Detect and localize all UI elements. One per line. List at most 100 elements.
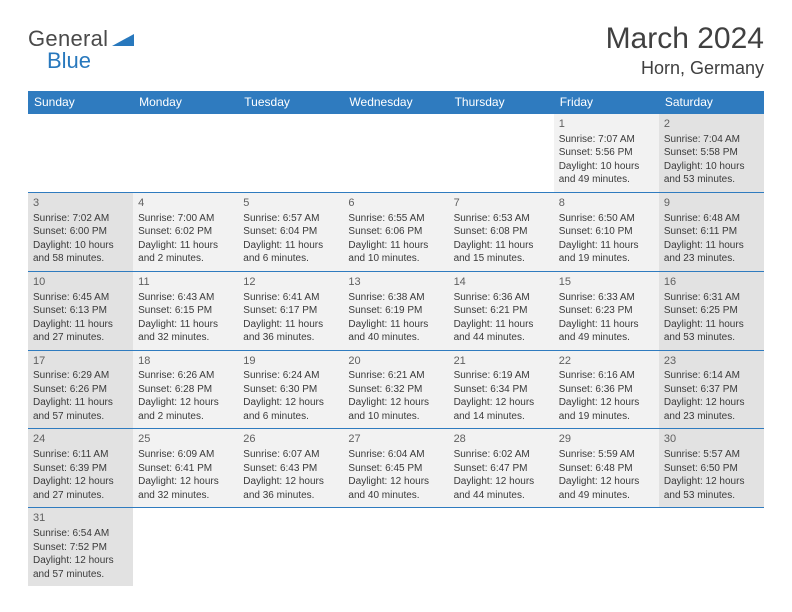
sunrise-text: Sunrise: 6:38 AM bbox=[348, 291, 443, 305]
daylight-text: and 49 minutes. bbox=[559, 331, 654, 345]
daylight-text: and 15 minutes. bbox=[454, 252, 549, 266]
daylight-text: and 40 minutes. bbox=[348, 489, 443, 503]
sunrise-text: Sunrise: 7:04 AM bbox=[664, 133, 759, 147]
daylight-text: and 36 minutes. bbox=[243, 331, 338, 345]
calendar-week-row: 17Sunrise: 6:29 AMSunset: 6:26 PMDayligh… bbox=[28, 350, 764, 429]
weekday-header: Saturday bbox=[659, 91, 764, 114]
sunset-text: Sunset: 6:02 PM bbox=[138, 225, 233, 239]
calendar-day-cell: 22Sunrise: 6:16 AMSunset: 6:36 PMDayligh… bbox=[554, 350, 659, 429]
sunset-text: Sunset: 6:13 PM bbox=[33, 304, 128, 318]
daylight-text: Daylight: 11 hours bbox=[454, 318, 549, 332]
calendar-week-row: 24Sunrise: 6:11 AMSunset: 6:39 PMDayligh… bbox=[28, 429, 764, 508]
calendar-day-cell: 1Sunrise: 7:07 AMSunset: 5:56 PMDaylight… bbox=[554, 114, 659, 192]
day-number: 31 bbox=[33, 511, 128, 526]
daylight-text: and 53 minutes. bbox=[664, 331, 759, 345]
sunrise-text: Sunrise: 6:07 AM bbox=[243, 448, 338, 462]
sunrise-text: Sunrise: 6:55 AM bbox=[348, 212, 443, 226]
sunset-text: Sunset: 6:39 PM bbox=[33, 462, 128, 476]
calendar-day-cell: 11Sunrise: 6:43 AMSunset: 6:15 PMDayligh… bbox=[133, 271, 238, 350]
daylight-text: Daylight: 12 hours bbox=[559, 396, 654, 410]
sunset-text: Sunset: 6:10 PM bbox=[559, 225, 654, 239]
day-number: 22 bbox=[559, 354, 654, 369]
calendar-day-cell bbox=[343, 508, 448, 586]
title-block: March 2024 Horn, Germany bbox=[606, 22, 764, 79]
daylight-text: Daylight: 10 hours bbox=[664, 160, 759, 174]
calendar-day-cell: 24Sunrise: 6:11 AMSunset: 6:39 PMDayligh… bbox=[28, 429, 133, 508]
daylight-text: and 2 minutes. bbox=[138, 252, 233, 266]
sunset-text: Sunset: 6:36 PM bbox=[559, 383, 654, 397]
daylight-text: Daylight: 11 hours bbox=[138, 318, 233, 332]
calendar-day-cell: 26Sunrise: 6:07 AMSunset: 6:43 PMDayligh… bbox=[238, 429, 343, 508]
calendar-day-cell: 8Sunrise: 6:50 AMSunset: 6:10 PMDaylight… bbox=[554, 192, 659, 271]
sunset-text: Sunset: 6:34 PM bbox=[454, 383, 549, 397]
daylight-text: Daylight: 10 hours bbox=[559, 160, 654, 174]
calendar-day-cell bbox=[449, 508, 554, 586]
day-number: 4 bbox=[138, 196, 233, 211]
calendar-day-cell: 25Sunrise: 6:09 AMSunset: 6:41 PMDayligh… bbox=[133, 429, 238, 508]
daylight-text: Daylight: 11 hours bbox=[559, 318, 654, 332]
logo-blue-wrap: Blue bbox=[47, 48, 91, 74]
daylight-text: Daylight: 11 hours bbox=[664, 239, 759, 253]
calendar-day-cell bbox=[238, 114, 343, 192]
daylight-text: Daylight: 12 hours bbox=[664, 475, 759, 489]
day-number: 1 bbox=[559, 117, 654, 132]
calendar-day-cell bbox=[28, 114, 133, 192]
sunset-text: Sunset: 6:50 PM bbox=[664, 462, 759, 476]
calendar-day-cell: 27Sunrise: 6:04 AMSunset: 6:45 PMDayligh… bbox=[343, 429, 448, 508]
calendar-day-cell: 23Sunrise: 6:14 AMSunset: 6:37 PMDayligh… bbox=[659, 350, 764, 429]
calendar-week-row: 3Sunrise: 7:02 AMSunset: 6:00 PMDaylight… bbox=[28, 192, 764, 271]
daylight-text: Daylight: 11 hours bbox=[559, 239, 654, 253]
sunrise-text: Sunrise: 6:26 AM bbox=[138, 369, 233, 383]
sunrise-text: Sunrise: 6:45 AM bbox=[33, 291, 128, 305]
daylight-text: and 19 minutes. bbox=[559, 410, 654, 424]
daylight-text: and 14 minutes. bbox=[454, 410, 549, 424]
sunrise-text: Sunrise: 5:59 AM bbox=[559, 448, 654, 462]
sunrise-text: Sunrise: 6:50 AM bbox=[559, 212, 654, 226]
calendar-day-cell: 3Sunrise: 7:02 AMSunset: 6:00 PMDaylight… bbox=[28, 192, 133, 271]
day-number: 11 bbox=[138, 275, 233, 290]
calendar-day-cell: 28Sunrise: 6:02 AMSunset: 6:47 PMDayligh… bbox=[449, 429, 554, 508]
sunrise-text: Sunrise: 5:57 AM bbox=[664, 448, 759, 462]
daylight-text: Daylight: 11 hours bbox=[138, 239, 233, 253]
daylight-text: Daylight: 11 hours bbox=[348, 318, 443, 332]
daylight-text: and 2 minutes. bbox=[138, 410, 233, 424]
day-number: 20 bbox=[348, 354, 443, 369]
page-header: General March 2024 Horn, Germany bbox=[28, 22, 764, 79]
calendar-day-cell: 14Sunrise: 6:36 AMSunset: 6:21 PMDayligh… bbox=[449, 271, 554, 350]
calendar-day-cell: 15Sunrise: 6:33 AMSunset: 6:23 PMDayligh… bbox=[554, 271, 659, 350]
daylight-text: Daylight: 12 hours bbox=[664, 396, 759, 410]
daylight-text: Daylight: 12 hours bbox=[243, 396, 338, 410]
calendar-day-cell: 21Sunrise: 6:19 AMSunset: 6:34 PMDayligh… bbox=[449, 350, 554, 429]
day-number: 29 bbox=[559, 432, 654, 447]
calendar-table: Sunday Monday Tuesday Wednesday Thursday… bbox=[28, 91, 764, 586]
sunrise-text: Sunrise: 6:31 AM bbox=[664, 291, 759, 305]
daylight-text: Daylight: 11 hours bbox=[33, 396, 128, 410]
daylight-text: and 27 minutes. bbox=[33, 489, 128, 503]
sunrise-text: Sunrise: 6:53 AM bbox=[454, 212, 549, 226]
sunrise-text: Sunrise: 6:29 AM bbox=[33, 369, 128, 383]
day-number: 8 bbox=[559, 196, 654, 211]
calendar-day-cell: 4Sunrise: 7:00 AMSunset: 6:02 PMDaylight… bbox=[133, 192, 238, 271]
daylight-text: and 40 minutes. bbox=[348, 331, 443, 345]
daylight-text: and 57 minutes. bbox=[33, 410, 128, 424]
calendar-day-cell bbox=[133, 508, 238, 586]
daylight-text: and 44 minutes. bbox=[454, 331, 549, 345]
day-number: 23 bbox=[664, 354, 759, 369]
daylight-text: and 27 minutes. bbox=[33, 331, 128, 345]
daylight-text: and 10 minutes. bbox=[348, 252, 443, 266]
calendar-day-cell: 10Sunrise: 6:45 AMSunset: 6:13 PMDayligh… bbox=[28, 271, 133, 350]
sunrise-text: Sunrise: 6:11 AM bbox=[33, 448, 128, 462]
daylight-text: and 44 minutes. bbox=[454, 489, 549, 503]
sunrise-text: Sunrise: 6:09 AM bbox=[138, 448, 233, 462]
sunset-text: Sunset: 6:00 PM bbox=[33, 225, 128, 239]
daylight-text: Daylight: 11 hours bbox=[454, 239, 549, 253]
sunset-text: Sunset: 6:04 PM bbox=[243, 225, 338, 239]
sunrise-text: Sunrise: 6:57 AM bbox=[243, 212, 338, 226]
day-number: 28 bbox=[454, 432, 549, 447]
sunset-text: Sunset: 6:25 PM bbox=[664, 304, 759, 318]
daylight-text: and 6 minutes. bbox=[243, 252, 338, 266]
calendar-day-cell: 6Sunrise: 6:55 AMSunset: 6:06 PMDaylight… bbox=[343, 192, 448, 271]
calendar-day-cell bbox=[449, 114, 554, 192]
daylight-text: Daylight: 11 hours bbox=[243, 239, 338, 253]
day-number: 30 bbox=[664, 432, 759, 447]
